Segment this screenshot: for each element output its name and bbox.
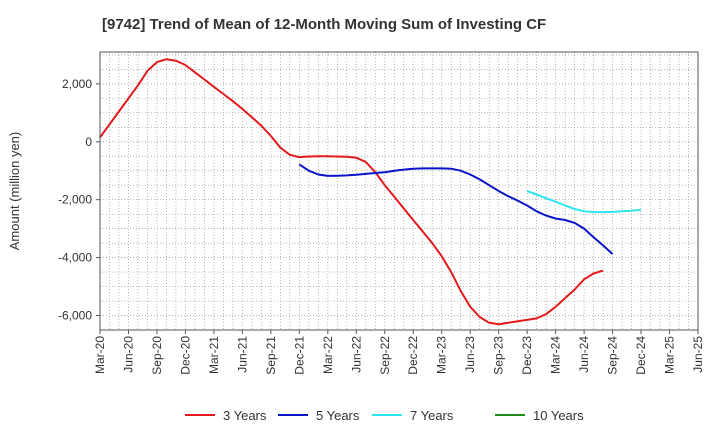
- x-tick-label: Dec-21: [292, 336, 306, 375]
- series-line-5-years: [298, 163, 614, 255]
- series-line-3-years: [99, 58, 604, 326]
- plot-frame: [99, 51, 699, 331]
- x-tick-label: Mar-25: [663, 336, 677, 374]
- gridlines: [100, 52, 698, 330]
- x-tick-label: Jun-21: [235, 336, 249, 373]
- x-tick-label: Sep-22: [378, 336, 392, 375]
- x-tick-label: Mar-20: [93, 336, 107, 374]
- x-tick-label: Jun-20: [121, 336, 135, 373]
- series-line-7-years: [526, 190, 642, 214]
- x-tick-label: Dec-23: [520, 336, 534, 375]
- legend-label: 5 Years: [316, 408, 360, 423]
- y-axis-label: Amount (million yen): [7, 132, 22, 251]
- x-tick-label: Jun-23: [463, 336, 477, 373]
- x-tick-label: Sep-24: [606, 336, 620, 375]
- legend: 3 Years 5 Years 7 Years 10 Years: [185, 408, 584, 423]
- y-tick-label: -2,000: [58, 193, 92, 207]
- y-axis: 2,000 0 -2,000 -4,000 -6,000: [58, 77, 100, 323]
- y-tick-label: 0: [85, 135, 92, 149]
- x-axis: Mar-20 Jun-20 Sep-20 Dec-20 Mar-21 Jun-21 Sep-…: [93, 330, 705, 375]
- x-tick-label: Mar-22: [321, 336, 335, 374]
- x-tick-label: Sep-20: [150, 336, 164, 375]
- x-tick-label: Jun-25: [691, 336, 705, 373]
- x-tick-label: Jun-24: [577, 336, 591, 373]
- x-tick-label: Mar-24: [549, 336, 563, 374]
- y-tick-label: -4,000: [58, 251, 92, 265]
- legend-label: 7 Years: [410, 408, 454, 423]
- chart-title: [9742] Trend of Mean of 12-Month Moving …: [102, 16, 546, 33]
- x-tick-label: Dec-24: [634, 336, 648, 375]
- y-tick-label: -6,000: [58, 309, 92, 323]
- legend-label: 10 Years: [533, 408, 584, 423]
- x-tick-label: Mar-21: [207, 336, 221, 374]
- x-tick-label: Mar-23: [435, 336, 449, 374]
- x-tick-label: Jun-22: [349, 336, 363, 373]
- x-tick-label: Dec-20: [178, 336, 192, 375]
- y-tick-label: 2,000: [62, 77, 92, 91]
- x-tick-label: Dec-22: [406, 336, 420, 375]
- plot-area: [100, 52, 698, 330]
- legend-label: 3 Years: [223, 408, 267, 423]
- x-tick-label: Sep-21: [264, 336, 278, 375]
- x-tick-label: Sep-23: [492, 336, 506, 375]
- series-layer: [99, 58, 642, 326]
